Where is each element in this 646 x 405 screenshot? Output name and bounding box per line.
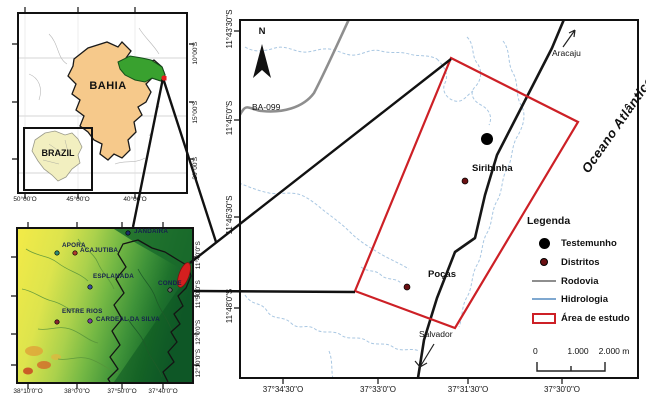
legend-item-label: Área de estudo <box>561 312 630 324</box>
inset-lon-label: 50°00'O <box>13 196 37 203</box>
legend-item-label: Testemunho <box>561 237 617 249</box>
topo-lon-label: 38°10'0"O <box>13 388 43 395</box>
testemunho-marker <box>481 133 493 145</box>
town-label-esplanada: ESPLANADA <box>93 273 134 280</box>
salvador-arrow-icon <box>414 343 435 368</box>
main-lat-label: 11°45'0"S <box>225 100 234 136</box>
highway-label: BA-099 <box>252 102 281 112</box>
town-label-acajutiba: ACAJUTIBA <box>80 247 119 254</box>
town-label-cardeal-da-silva: CARDEAL DA SILVA <box>96 316 160 323</box>
siribinha-label: Siribinha <box>472 163 513 174</box>
scale-label-1000: 1.000 <box>567 346 589 356</box>
town-label-conde: CONDE <box>158 280 182 287</box>
coastal-road <box>416 21 565 377</box>
inset-lon-label: 45°00'O <box>66 196 90 203</box>
inset-lon-label: 40°00'O <box>123 196 147 203</box>
scale-label-0: 0 <box>533 346 538 356</box>
pocas-marker <box>403 283 411 291</box>
topo-lat-label: 12°10'0"S <box>194 348 202 378</box>
legend-item-label: Hidrologia <box>561 293 608 305</box>
legend-item-distritos: Distritos <box>527 254 600 270</box>
main-lon-label: 37°30'0"O <box>543 385 581 394</box>
inset-frame-brazil <box>23 127 93 191</box>
area-de-estudo-rect-icon <box>527 312 561 324</box>
topo-lat-label: 11°40'0"S <box>194 241 202 270</box>
pocas-label: Poças <box>428 269 456 280</box>
aracaju-label: Aracaju <box>552 48 581 58</box>
inset-lat-label: 15°00'S <box>191 100 199 124</box>
legend-title: Legenda <box>527 215 571 227</box>
town-label-jandaira: JANDAIRA <box>134 228 169 235</box>
bahia-label: BAHIA <box>89 80 127 92</box>
aracaju-arrow-icon <box>562 29 576 48</box>
hidrologia-line-icon <box>527 298 561 300</box>
legend-item-label: Rodovia <box>561 275 599 287</box>
scale-label-2000: 2.000 m <box>598 346 630 356</box>
legend-item-testemunho: Testemunho <box>527 235 617 251</box>
rodovia-line-icon <box>527 279 561 283</box>
siribinha-marker <box>461 177 469 185</box>
inset-lat-label: 20°00'S <box>191 156 199 180</box>
brazil-label: BRAZIL <box>41 148 75 158</box>
scale-bar <box>536 362 606 372</box>
legend-item-label: Distritos <box>561 256 600 268</box>
town-label-entre-rios: ENTRE RIOS <box>62 308 103 315</box>
north-label: N <box>258 26 266 37</box>
legend-item-hidrologia: Hidrologia <box>527 291 608 307</box>
legend-item-rodovia: Rodovia <box>527 273 598 289</box>
north-arrow-icon <box>253 44 271 78</box>
testemunho-dot-icon <box>527 237 561 249</box>
main-lat-label: 11°48'0"S <box>225 288 234 324</box>
salvador-label: Salvador <box>419 329 453 339</box>
legend-item-area-de-estudo: Área de estudo <box>527 310 630 326</box>
topo-lon-label: 37°50'0"O <box>107 388 137 395</box>
main-lon-label: 37°34'30"O <box>262 385 304 394</box>
topo-lon-label: 38°0'0"O <box>64 388 90 395</box>
study-location-marker <box>162 76 167 81</box>
main-lat-label: 11°46'30"S <box>225 195 234 235</box>
main-lon-label: 37°31'30"O <box>447 385 489 394</box>
inset-map-bahia <box>17 12 188 194</box>
distritos-dot-icon <box>527 258 561 266</box>
inset-lat-label: 10°00'S <box>191 41 199 65</box>
main-lat-label: 11°43'30"S <box>225 9 234 49</box>
main-lon-label: 37°33'0"O <box>359 385 397 394</box>
topo-lon-label: 37°40'0"O <box>148 388 178 395</box>
